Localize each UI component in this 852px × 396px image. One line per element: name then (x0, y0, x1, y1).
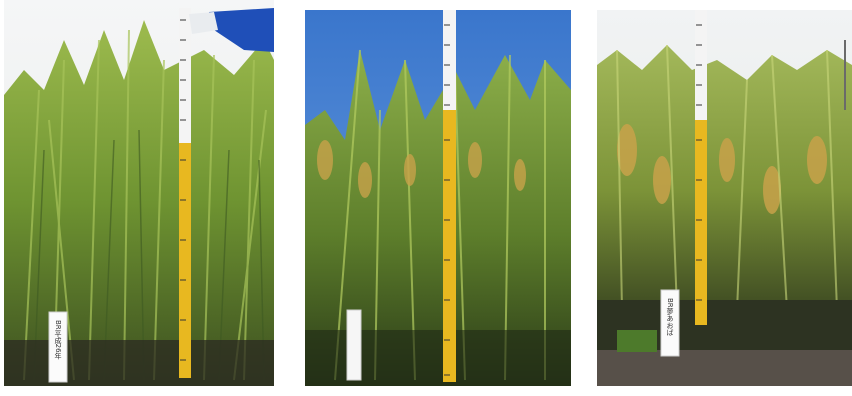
photo-panel-1: BR平成26年 (4, 0, 274, 386)
photo-panel-2 (305, 10, 571, 396)
rice-plants-photo-3: BR夢あおば (597, 10, 852, 386)
label-stake (660, 289, 680, 357)
glove (209, 8, 274, 52)
rice-plants-photo-2 (305, 10, 571, 386)
label-stake (48, 311, 68, 383)
rice-plants-photo-1: BR平成26年 (4, 0, 274, 386)
photo-panel-3: BR夢あおば (597, 10, 852, 396)
stake-label: BR夢あおば (666, 298, 674, 337)
label-stake (346, 309, 362, 381)
stake-label: BR平成26年 (54, 320, 62, 361)
